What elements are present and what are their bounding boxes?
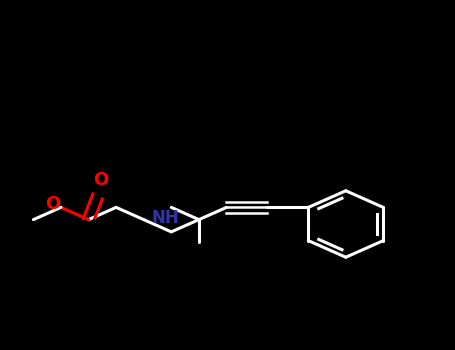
Text: NH: NH bbox=[152, 209, 180, 227]
Text: O: O bbox=[93, 171, 108, 189]
Text: O: O bbox=[45, 195, 61, 213]
